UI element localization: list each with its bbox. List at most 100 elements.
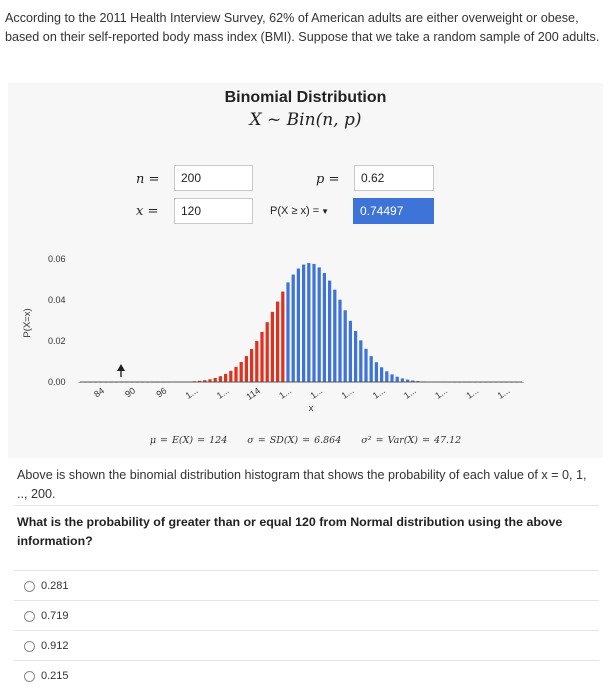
histogram-bar bbox=[307, 263, 311, 382]
histogram-bar bbox=[291, 274, 295, 382]
histogram-bar bbox=[369, 356, 373, 382]
histogram-bar bbox=[317, 267, 321, 382]
y-axis-ticks: 0.06 0.04 0.02 0.00 bbox=[48, 254, 66, 387]
histogram-bar bbox=[348, 320, 353, 382]
histogram-bar bbox=[395, 376, 399, 382]
intro-text: According to the 2011 Health Interview S… bbox=[5, 11, 600, 44]
histogram-bar bbox=[385, 371, 389, 382]
variance-stat: σ² = Var(X) = 47.12 bbox=[361, 435, 462, 446]
cursor-arrow-icon bbox=[117, 364, 125, 377]
histogram-bar bbox=[239, 362, 243, 382]
sd-stat: σ = SD(X) = 6.864 bbox=[247, 435, 342, 446]
probability-result: 0.74497 bbox=[353, 198, 434, 224]
probability-type-select[interactable]: P(X ≥ x) = ▼ bbox=[270, 198, 329, 224]
y-tick-label: 0.04 bbox=[48, 295, 66, 305]
x-tick-label: 1... bbox=[215, 385, 231, 400]
option-4[interactable]: 0.215 bbox=[24, 667, 69, 685]
mean-stat: μ = E(X) = 124 bbox=[149, 435, 228, 446]
histogram-bar bbox=[343, 310, 347, 382]
divider bbox=[14, 630, 599, 631]
histogram-bar bbox=[390, 374, 394, 382]
radio-icon[interactable] bbox=[24, 640, 35, 652]
histogram-bar bbox=[255, 340, 259, 382]
histogram-bar bbox=[229, 370, 233, 382]
x-tick-label: 1... bbox=[402, 385, 418, 400]
histogram-bar bbox=[234, 366, 238, 382]
divider bbox=[14, 505, 599, 506]
histogram-bar bbox=[379, 367, 384, 382]
x-tick-label: 114 bbox=[244, 385, 261, 401]
histogram-bar bbox=[400, 378, 405, 382]
y-tick-label: 0.00 bbox=[48, 377, 66, 387]
option-label: 0.281 bbox=[41, 580, 69, 592]
histogram-bar bbox=[338, 299, 342, 382]
x-tick-label: 90 bbox=[123, 385, 137, 399]
divider bbox=[14, 660, 599, 661]
option-label: 0.912 bbox=[41, 640, 69, 652]
option-1[interactable]: 0.281 bbox=[24, 577, 69, 595]
histogram-bar bbox=[353, 330, 358, 382]
binomial-histogram: 0.06 0.04 0.02 0.00 P(X=x) 84 90 96 1... 1... 11… bbox=[22, 254, 524, 414]
dropdown-arrow-icon: ▼ bbox=[321, 207, 330, 216]
probability-type-label: P(X ≥ x) = bbox=[270, 205, 320, 217]
applet-title: Binomial Distribution bbox=[224, 89, 387, 106]
histogram-bar bbox=[359, 340, 363, 382]
histogram-bar bbox=[327, 280, 332, 382]
divider bbox=[14, 600, 599, 601]
option-3[interactable]: 0.912 bbox=[24, 637, 69, 655]
histogram-bar bbox=[374, 362, 379, 382]
x-tick-label: 1... bbox=[371, 385, 387, 400]
x-tick-label: 1... bbox=[308, 385, 324, 400]
histogram-description: Above is shown the binomial distribution… bbox=[17, 468, 587, 501]
question-text: What is the probability of greater than … bbox=[17, 515, 563, 548]
y-tick-label: 0.02 bbox=[48, 336, 66, 346]
x-input[interactable]: 120 bbox=[174, 198, 253, 224]
histogram-bar bbox=[218, 376, 223, 382]
histogram-bar bbox=[244, 356, 249, 382]
option-label: 0.719 bbox=[41, 610, 69, 622]
x-label: x = bbox=[136, 204, 159, 219]
histogram-bar bbox=[208, 379, 212, 382]
p-label: p = bbox=[316, 172, 340, 187]
histogram-bars bbox=[78, 263, 524, 383]
x-tick-label: 84 bbox=[92, 385, 106, 399]
histogram-bar bbox=[223, 373, 228, 382]
histogram-bar bbox=[312, 263, 316, 382]
histogram-bar bbox=[322, 273, 327, 382]
histogram-bar bbox=[296, 268, 301, 382]
histogram-bar bbox=[333, 289, 337, 382]
histogram-bar bbox=[364, 348, 368, 382]
n-label: n = bbox=[136, 172, 160, 187]
histogram-bar bbox=[270, 311, 275, 382]
histogram-bar bbox=[411, 380, 415, 382]
radio-icon[interactable] bbox=[24, 580, 35, 592]
y-tick-label: 0.06 bbox=[48, 254, 66, 264]
x-tick-label: 1... bbox=[340, 385, 356, 400]
n-input[interactable]: 200 bbox=[174, 165, 253, 191]
x-tick-label: 96 bbox=[154, 385, 168, 399]
histogram-bar bbox=[265, 322, 269, 382]
histogram-bar bbox=[249, 349, 254, 382]
divider bbox=[14, 570, 599, 571]
x-tick-label: 1... bbox=[277, 385, 293, 400]
radio-icon[interactable] bbox=[24, 670, 35, 682]
option-2[interactable]: 0.719 bbox=[24, 607, 69, 625]
histogram-bar bbox=[197, 380, 202, 382]
option-label: 0.215 bbox=[41, 670, 69, 682]
histogram-bar bbox=[286, 282, 290, 382]
histogram-bar bbox=[275, 301, 280, 382]
x-axis-ticks: 84 90 96 1... 1... 114 1... 1... 1... 1... 1... 1..… bbox=[92, 385, 512, 401]
x-tick-label: 1... bbox=[464, 385, 480, 400]
histogram-bar bbox=[203, 380, 207, 382]
x-tick-label: 1... bbox=[433, 385, 449, 400]
histogram-bar bbox=[301, 264, 306, 382]
distribution-stats: μ = E(X) = 124 σ = SD(X) = 6.864 σ² = Va… bbox=[8, 435, 603, 446]
applet-subtitle: X ~ Bin(n, p) bbox=[249, 110, 362, 130]
histogram-bar bbox=[281, 291, 285, 382]
histogram-bar bbox=[213, 377, 217, 382]
x-axis-label: x bbox=[309, 403, 314, 414]
histogram-bar bbox=[405, 379, 410, 382]
p-input[interactable]: 0.62 bbox=[354, 165, 434, 191]
radio-icon[interactable] bbox=[24, 610, 35, 622]
binomial-applet: Binomial Distribution X ~ Bin(n, p) n = … bbox=[8, 83, 603, 458]
